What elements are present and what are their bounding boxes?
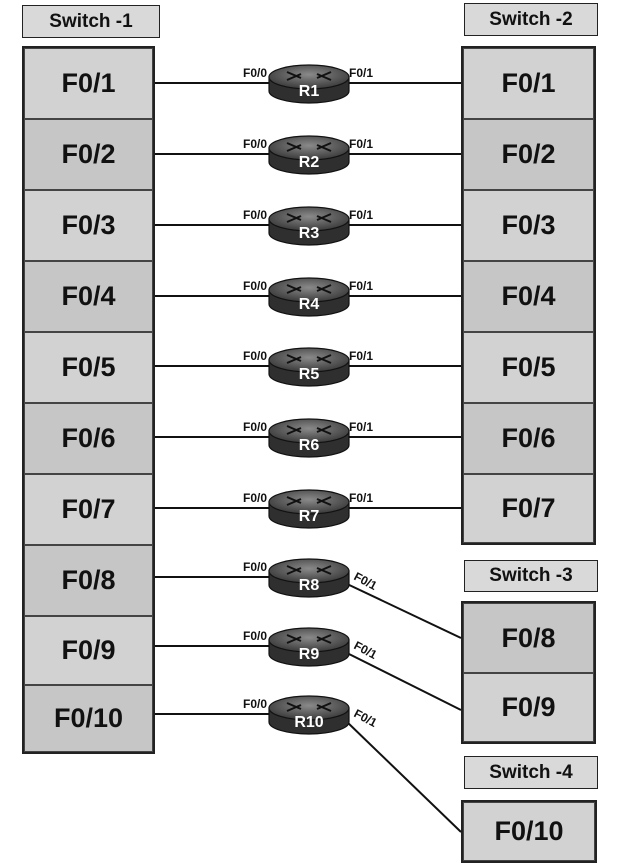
router-r1: R1 F0/0 F0/1 bbox=[155, 64, 461, 104]
switch-1-port: F0/8 bbox=[24, 545, 153, 616]
switch-1-port: F0/2 bbox=[24, 119, 153, 190]
interface-label-right: F0/1 bbox=[349, 349, 373, 363]
interface-label-right: F0/1 bbox=[349, 137, 373, 151]
interface-label-left: F0/0 bbox=[243, 629, 267, 643]
interface-label-left: F0/0 bbox=[243, 697, 267, 711]
router-r2: R2 F0/0 F0/1 bbox=[155, 135, 461, 175]
switch-2-port: F0/7 bbox=[463, 474, 594, 543]
router-label: R7 bbox=[299, 508, 320, 525]
router-icon bbox=[268, 206, 350, 246]
router-icon bbox=[268, 277, 350, 317]
link-right bbox=[344, 582, 462, 639]
interface-label-right: F0/1 bbox=[349, 208, 373, 222]
link-right bbox=[344, 651, 462, 711]
switch-2-title: Switch -2 bbox=[464, 3, 598, 36]
interface-label-right: F0/1 bbox=[352, 569, 380, 593]
interface-label-left: F0/0 bbox=[243, 420, 267, 434]
switch-1-port: F0/4 bbox=[24, 261, 153, 332]
switch-1-port: F0/7 bbox=[24, 474, 153, 545]
router-r8: R8 F0/0 F0/1 bbox=[155, 558, 462, 639]
switch-2-port: F0/4 bbox=[463, 261, 594, 332]
router-r7: R7 F0/0 F0/1 bbox=[155, 489, 461, 529]
interface-label-left: F0/0 bbox=[243, 491, 267, 505]
router-r10: R10 F0/0 F0/1 bbox=[155, 695, 462, 833]
switch-1-port: F0/9 bbox=[24, 616, 153, 685]
router-label: R4 bbox=[299, 296, 320, 313]
router-label: R3 bbox=[299, 225, 320, 242]
router-icon bbox=[268, 135, 350, 175]
router-r3: R3 F0/0 F0/1 bbox=[155, 206, 461, 246]
interface-label-right: F0/1 bbox=[349, 491, 373, 505]
router-icon bbox=[268, 418, 350, 458]
router-icon bbox=[268, 695, 350, 735]
router-r5: R5 F0/0 F0/1 bbox=[155, 347, 461, 387]
interface-label-right: F0/1 bbox=[352, 706, 380, 730]
interface-label-left: F0/0 bbox=[243, 279, 267, 293]
interface-label-left: F0/0 bbox=[243, 137, 267, 151]
router-icon bbox=[268, 64, 350, 104]
interface-label-right: F0/1 bbox=[349, 66, 373, 80]
switch-1-port: F0/3 bbox=[24, 190, 153, 261]
router-icon bbox=[268, 489, 350, 529]
interface-label-left: F0/0 bbox=[243, 349, 267, 363]
switch-1-title: Switch -1 bbox=[22, 5, 160, 38]
switch-3-port: F0/8 bbox=[463, 603, 594, 673]
switch-1-panel: F0/1 F0/2 F0/3 F0/4 F0/5 F0/6 F0/7 F0/8 … bbox=[22, 46, 155, 754]
router-r4: R4 F0/0 F0/1 bbox=[155, 277, 461, 317]
router-label: R8 bbox=[299, 577, 320, 594]
router-label: R6 bbox=[299, 437, 320, 454]
interface-label-left: F0/0 bbox=[243, 66, 267, 80]
link-right bbox=[344, 719, 462, 833]
switch-2-port: F0/5 bbox=[463, 332, 594, 403]
switch-2-port: F0/2 bbox=[463, 119, 594, 190]
switch-2-port: F0/6 bbox=[463, 403, 594, 474]
interface-label-right: F0/1 bbox=[349, 279, 373, 293]
interface-label-right: F0/1 bbox=[349, 420, 373, 434]
switch-2-port: F0/1 bbox=[463, 48, 594, 119]
switch-1-port: F0/5 bbox=[24, 332, 153, 403]
switch-2-port: F0/3 bbox=[463, 190, 594, 261]
router-icon bbox=[268, 347, 350, 387]
router-label: R1 bbox=[299, 83, 320, 100]
router-label: R5 bbox=[299, 366, 320, 383]
switch-3-port: F0/9 bbox=[463, 673, 594, 742]
router-icon bbox=[268, 558, 350, 598]
router-icon bbox=[268, 627, 350, 667]
router-label: R2 bbox=[299, 154, 320, 171]
switch-1-port: F0/6 bbox=[24, 403, 153, 474]
switch-3-title: Switch -3 bbox=[464, 560, 598, 592]
switch-1-port: F0/1 bbox=[24, 48, 153, 119]
switch-1-port: F0/10 bbox=[24, 685, 153, 752]
router-label: R10 bbox=[294, 714, 323, 731]
switch-4-panel: F0/10 bbox=[461, 800, 597, 863]
switch-3-panel: F0/8 F0/9 bbox=[461, 601, 596, 744]
switch-4-title: Switch -4 bbox=[464, 756, 598, 789]
router-label: R9 bbox=[299, 646, 320, 663]
switch-4-port: F0/10 bbox=[463, 802, 595, 861]
switch-2-panel: F0/1 F0/2 F0/3 F0/4 F0/5 F0/6 F0/7 bbox=[461, 46, 596, 545]
router-r6: R6 F0/0 F0/1 bbox=[155, 418, 461, 458]
interface-label-left: F0/0 bbox=[243, 560, 267, 574]
interface-label-left: F0/0 bbox=[243, 208, 267, 222]
